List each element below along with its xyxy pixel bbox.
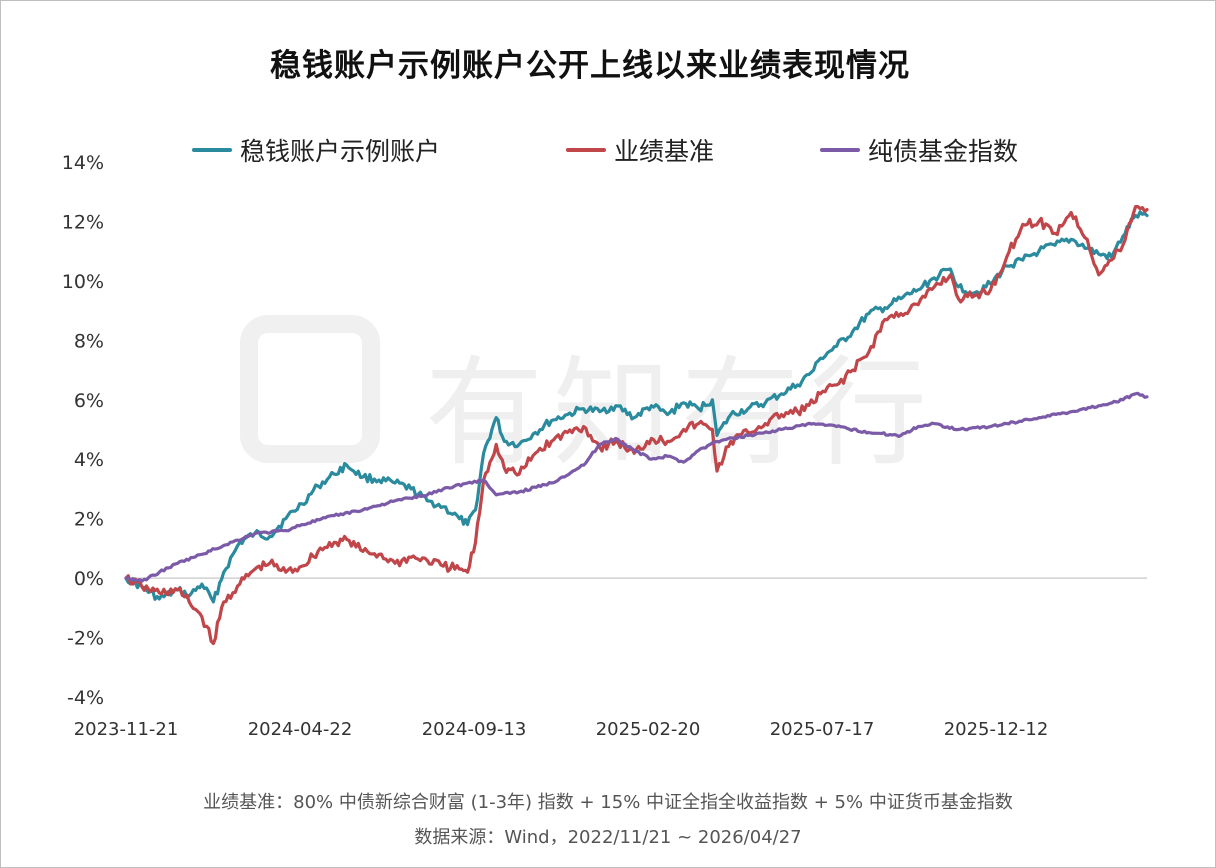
x-tick-label: 2025-07-17 — [770, 719, 875, 740]
x-tick-label: 2025-02-20 — [596, 719, 701, 740]
legend-item-account: 稳钱账户示例账户 — [192, 132, 440, 168]
series-line-benchmark — [124, 205, 1149, 646]
y-tick-label: -4% — [67, 687, 104, 709]
y-tick-label: -2% — [67, 628, 104, 650]
y-tick-label: 14% — [62, 152, 104, 174]
y-tick-label: 6% — [74, 390, 104, 412]
series-line-account — [124, 210, 1149, 604]
y-tick-label: 12% — [62, 211, 104, 233]
legend-item-benchmark: 业绩基准 — [566, 132, 714, 168]
legend-label-account: 稳钱账户示例账户 — [240, 137, 441, 166]
y-tick-label: 10% — [62, 271, 104, 293]
y-tick-label: 4% — [74, 449, 104, 471]
legend-label-benchmark: 业绩基准 — [614, 137, 715, 166]
x-tick-label: 2024-09-13 — [422, 719, 527, 740]
footnote-source: 数据来源：Wind，2022/11/21 ~ 2026/04/27 — [414, 827, 802, 848]
y-tick-label: 8% — [74, 330, 104, 352]
series-line-bond-index — [124, 391, 1149, 583]
line-chart: -4% -2% 0% 2% 4% 6% 8% 10% 12% 14% 2023-11-21 2024-… — [62, 152, 1149, 740]
x-tick-label: 2023-11-21 — [74, 719, 179, 740]
x-tick-label: 2025-12-12 — [944, 719, 1049, 740]
legend-item-bond-index: 纯债基金指数 — [820, 132, 1018, 168]
legend-swatch-account — [192, 148, 232, 152]
legend-swatch-benchmark — [566, 148, 606, 152]
x-tick-label: 2024-04-22 — [248, 719, 353, 740]
y-tick-label: 2% — [74, 509, 104, 531]
footnote-benchmark: 业绩基准：80% 中债新综合财富 (1-3年) 指数 + 15% 中证全指全收益… — [203, 792, 1013, 813]
y-tick-label: 0% — [74, 568, 104, 590]
chart-title: 稳钱账户示例账户公开上线以来业绩表现情况 — [270, 48, 910, 84]
legend-label-bond-index: 纯债基金指数 — [868, 137, 1019, 166]
legend-swatch-bond-index — [820, 148, 860, 152]
